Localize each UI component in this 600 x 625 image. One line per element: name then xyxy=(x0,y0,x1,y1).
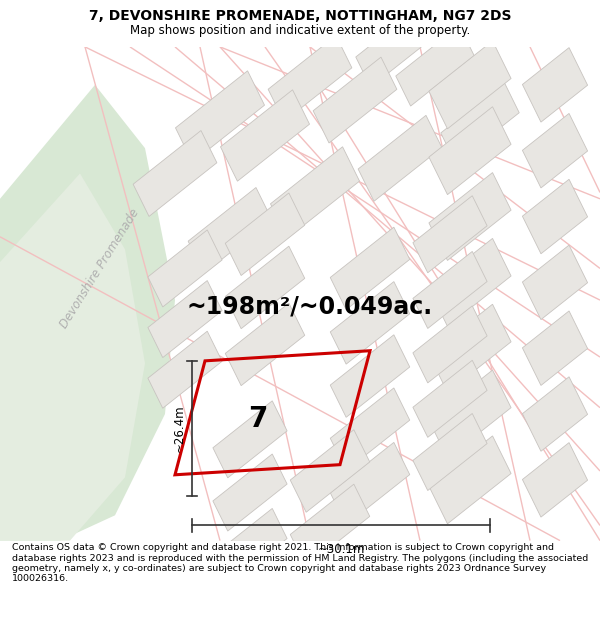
Polygon shape xyxy=(0,85,175,541)
Polygon shape xyxy=(523,114,587,188)
Polygon shape xyxy=(148,331,222,408)
Text: 7: 7 xyxy=(248,405,267,433)
Text: ~26.4m: ~26.4m xyxy=(173,405,186,452)
Polygon shape xyxy=(225,303,305,386)
Polygon shape xyxy=(429,107,511,194)
Polygon shape xyxy=(413,196,487,272)
Polygon shape xyxy=(213,454,287,531)
Polygon shape xyxy=(413,251,487,329)
Polygon shape xyxy=(413,306,487,383)
Polygon shape xyxy=(330,442,410,525)
Polygon shape xyxy=(148,281,222,357)
Polygon shape xyxy=(330,227,410,310)
Polygon shape xyxy=(356,7,434,87)
Polygon shape xyxy=(523,245,587,319)
Polygon shape xyxy=(175,71,265,162)
Text: ~30.1m: ~30.1m xyxy=(317,543,365,556)
Text: Map shows position and indicative extent of the property.: Map shows position and indicative extent… xyxy=(130,24,470,36)
Polygon shape xyxy=(523,48,587,122)
Polygon shape xyxy=(523,179,587,254)
Polygon shape xyxy=(429,436,511,524)
Polygon shape xyxy=(148,230,222,307)
Polygon shape xyxy=(523,377,587,451)
Polygon shape xyxy=(429,370,511,458)
Polygon shape xyxy=(271,147,359,238)
Polygon shape xyxy=(220,90,310,181)
Polygon shape xyxy=(429,304,511,392)
Polygon shape xyxy=(413,414,487,491)
Text: Devonshire Promenade: Devonshire Promenade xyxy=(58,206,142,331)
Polygon shape xyxy=(429,238,511,326)
Polygon shape xyxy=(213,509,287,586)
Polygon shape xyxy=(441,82,519,163)
Polygon shape xyxy=(0,174,145,541)
Polygon shape xyxy=(313,57,397,143)
Polygon shape xyxy=(290,430,370,512)
Polygon shape xyxy=(213,401,287,478)
Text: ~198m²/~0.049ac.: ~198m²/~0.049ac. xyxy=(187,294,433,318)
Polygon shape xyxy=(188,188,272,273)
Polygon shape xyxy=(396,26,474,106)
Polygon shape xyxy=(413,361,487,438)
Polygon shape xyxy=(330,388,410,471)
Polygon shape xyxy=(523,442,587,517)
Polygon shape xyxy=(330,335,410,418)
Text: Contains OS data © Crown copyright and database right 2021. This information is : Contains OS data © Crown copyright and d… xyxy=(12,543,588,583)
Polygon shape xyxy=(290,484,370,567)
Polygon shape xyxy=(133,131,217,216)
Polygon shape xyxy=(429,41,511,129)
Polygon shape xyxy=(225,246,305,329)
Polygon shape xyxy=(330,282,410,364)
Polygon shape xyxy=(523,311,587,386)
Polygon shape xyxy=(358,116,442,201)
Text: 7, DEVONSHIRE PROMENADE, NOTTINGHAM, NG7 2DS: 7, DEVONSHIRE PROMENADE, NOTTINGHAM, NG7… xyxy=(89,9,511,23)
Polygon shape xyxy=(268,36,352,121)
Polygon shape xyxy=(429,173,511,261)
Polygon shape xyxy=(225,193,305,276)
